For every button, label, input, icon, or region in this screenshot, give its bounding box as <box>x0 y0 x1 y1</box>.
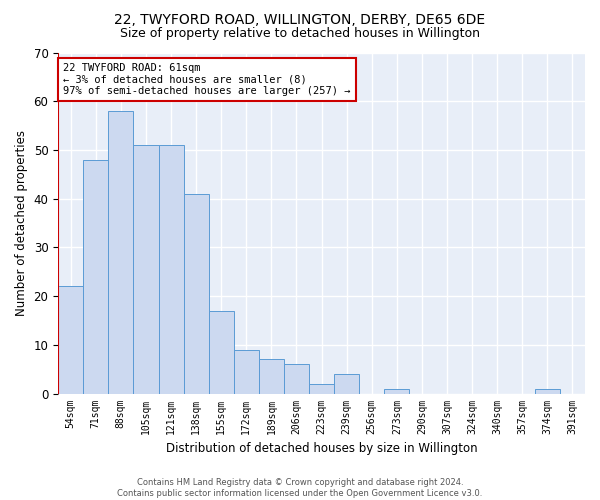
Bar <box>184 194 209 394</box>
Y-axis label: Number of detached properties: Number of detached properties <box>15 130 28 316</box>
Bar <box>259 360 284 394</box>
Bar <box>58 286 83 394</box>
Bar <box>209 310 234 394</box>
Bar <box>133 145 158 394</box>
Text: 22, TWYFORD ROAD, WILLINGTON, DERBY, DE65 6DE: 22, TWYFORD ROAD, WILLINGTON, DERBY, DE6… <box>115 12 485 26</box>
Bar <box>309 384 334 394</box>
Bar <box>109 111 133 394</box>
X-axis label: Distribution of detached houses by size in Willington: Distribution of detached houses by size … <box>166 442 478 455</box>
Bar <box>284 364 309 394</box>
Text: 22 TWYFORD ROAD: 61sqm
← 3% of detached houses are smaller (8)
97% of semi-detac: 22 TWYFORD ROAD: 61sqm ← 3% of detached … <box>64 62 351 96</box>
Bar <box>83 160 109 394</box>
Bar <box>158 145 184 394</box>
Bar <box>535 388 560 394</box>
Bar <box>334 374 359 394</box>
Text: Contains HM Land Registry data © Crown copyright and database right 2024.
Contai: Contains HM Land Registry data © Crown c… <box>118 478 482 498</box>
Bar <box>234 350 259 394</box>
Bar <box>384 388 409 394</box>
Text: Size of property relative to detached houses in Willington: Size of property relative to detached ho… <box>120 28 480 40</box>
